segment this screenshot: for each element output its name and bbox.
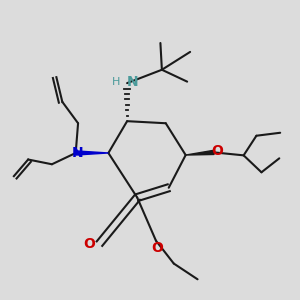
Text: O: O [212,144,224,158]
Polygon shape [76,151,108,155]
Text: O: O [152,241,164,255]
Polygon shape [186,150,214,155]
Text: N: N [71,146,83,160]
Text: N: N [127,75,139,88]
Text: O: O [83,237,95,250]
Text: H: H [112,76,120,87]
